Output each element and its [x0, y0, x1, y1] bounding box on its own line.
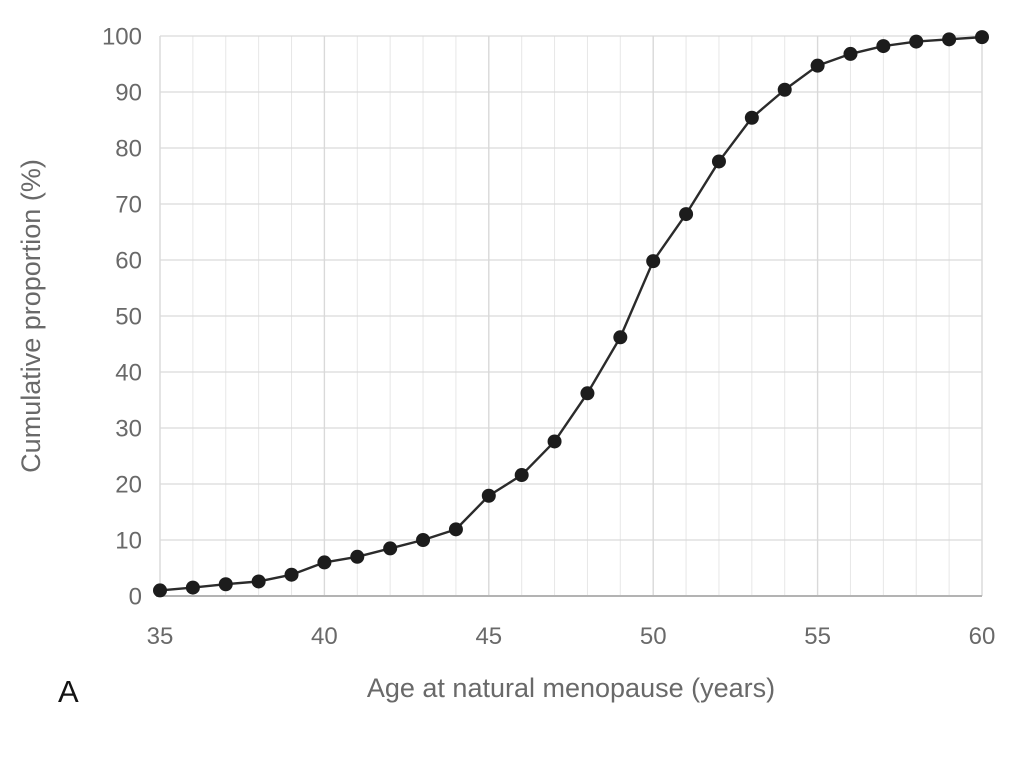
data-point-age-39 [284, 567, 299, 582]
data-point-age-45 [481, 488, 496, 503]
data-point-age-59 [942, 32, 957, 47]
y-tick-label-100: 100 [102, 24, 142, 51]
data-point-age-60 [975, 30, 989, 45]
data-point-age-56 [843, 46, 858, 61]
data-point-age-42 [383, 541, 398, 556]
data-point-age-35 [153, 583, 167, 598]
x-axis-title: Age at natural menopause (years) [367, 673, 775, 703]
y-tick-label-50: 50 [115, 304, 142, 331]
x-tick-label-50: 50 [640, 623, 667, 650]
x-tick-label-45: 45 [475, 623, 502, 650]
x-tick-label-40: 40 [311, 623, 338, 650]
data-point-age-47 [547, 434, 562, 449]
data-point-age-36 [185, 580, 200, 595]
data-point-age-55 [810, 58, 825, 73]
y-tick-label-20: 20 [115, 472, 142, 499]
x-tick-label-55: 55 [804, 623, 831, 650]
y-tick-label-60: 60 [115, 248, 142, 275]
data-point-age-48 [580, 386, 595, 401]
data-point-age-51 [679, 207, 694, 222]
data-point-age-44 [448, 522, 463, 537]
data-point-age-46 [514, 468, 529, 483]
data-point-age-52 [711, 154, 726, 169]
y-axis-title: Cumulative proportion (%) [16, 159, 46, 473]
data-point-age-53 [744, 110, 759, 125]
panel-label: A [58, 674, 79, 709]
y-tick-label-90: 90 [115, 80, 142, 107]
y-tick-label-30: 30 [115, 416, 142, 443]
data-point-age-50 [646, 254, 661, 269]
y-tick-label-70: 70 [115, 192, 142, 219]
data-point-age-40 [317, 555, 332, 570]
data-point-age-43 [416, 533, 431, 547]
y-tick-label-80: 80 [115, 136, 142, 163]
gridlines [159, 35, 983, 596]
data-point-age-41 [350, 549, 365, 564]
y-tick-label-10: 10 [115, 528, 142, 555]
data-point-age-49 [613, 330, 628, 345]
data-point-age-54 [777, 82, 792, 97]
y-tick-label-0: 0 [129, 584, 142, 611]
series-line [158, 35, 984, 592]
data-point-age-58 [909, 34, 924, 49]
data-point-age-37 [218, 577, 233, 592]
series-cumulative-proportion [153, 30, 989, 598]
y-tick-label-40: 40 [115, 360, 142, 387]
x-tick-label-35: 35 [147, 623, 174, 650]
data-point-age-38 [251, 574, 266, 589]
data-point-age-57 [876, 39, 891, 54]
x-tick-label-60: 60 [969, 623, 996, 650]
tick-labels: 0 10 20 30 40 50 60 70 80 90 100 35 40 45 50 55 60 [102, 24, 995, 651]
